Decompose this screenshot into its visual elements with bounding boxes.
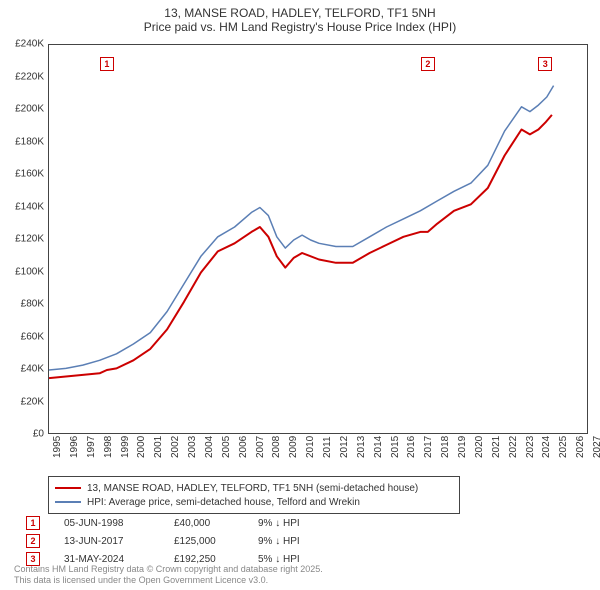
- chart-title: 13, MANSE ROAD, HADLEY, TELFORD, TF1 5NH…: [0, 0, 600, 36]
- x-tick-label: 2016: [406, 418, 417, 458]
- y-tick-label: £240K: [0, 39, 44, 50]
- x-tick-label: 2002: [170, 418, 181, 458]
- note-delta: 9% ↓ HPI: [258, 518, 338, 529]
- x-tick-label: 1995: [52, 418, 63, 458]
- x-tick-label: 2025: [558, 418, 569, 458]
- series-line-hpi: [49, 86, 554, 370]
- note-price: £192,250: [174, 554, 234, 565]
- x-tick-label: 1996: [69, 418, 80, 458]
- note-row-1: 1 05-JUN-1998 £40,000 9% ↓ HPI: [26, 514, 338, 532]
- x-tick-label: 2000: [136, 418, 147, 458]
- y-tick-label: £60K: [0, 331, 44, 342]
- note-price: £125,000: [174, 536, 234, 547]
- legend-swatch-property: [55, 487, 81, 489]
- series-line-property: [49, 115, 552, 378]
- note-date: 31-MAY-2024: [64, 554, 150, 565]
- note-marker-1: 1: [26, 516, 40, 530]
- x-tick-label: 2011: [322, 418, 333, 458]
- legend: 13, MANSE ROAD, HADLEY, TELFORD, TF1 5NH…: [48, 476, 460, 514]
- legend-swatch-hpi: [55, 501, 81, 503]
- note-date: 13-JUN-2017: [64, 536, 150, 547]
- note-delta: 5% ↓ HPI: [258, 554, 338, 565]
- y-tick-label: £100K: [0, 266, 44, 277]
- x-tick-label: 1998: [103, 418, 114, 458]
- title-line-1: 13, MANSE ROAD, HADLEY, TELFORD, TF1 5NH: [10, 6, 590, 20]
- x-tick-label: 2026: [575, 418, 586, 458]
- y-tick-label: £80K: [0, 299, 44, 310]
- title-line-2: Price paid vs. HM Land Registry's House …: [10, 20, 590, 34]
- x-tick-label: 2006: [238, 418, 249, 458]
- note-date: 05-JUN-1998: [64, 518, 150, 529]
- x-tick-label: 1999: [120, 418, 131, 458]
- legend-label-property: 13, MANSE ROAD, HADLEY, TELFORD, TF1 5NH…: [87, 483, 418, 494]
- x-tick-label: 2009: [288, 418, 299, 458]
- footer-line-1: Contains HM Land Registry data © Crown c…: [14, 564, 323, 575]
- x-tick-label: 2007: [255, 418, 266, 458]
- y-tick-label: £40K: [0, 364, 44, 375]
- x-tick-label: 2005: [221, 418, 232, 458]
- x-tick-label: 2019: [457, 418, 468, 458]
- legend-label-hpi: HPI: Average price, semi-detached house,…: [87, 497, 360, 508]
- y-tick-label: £0: [0, 429, 44, 440]
- attribution-footer: Contains HM Land Registry data © Crown c…: [14, 564, 323, 586]
- x-tick-label: 2008: [271, 418, 282, 458]
- chart-plot-area: 1 2 3: [48, 44, 588, 434]
- x-tick-label: 2003: [187, 418, 198, 458]
- x-tick-label: 2013: [356, 418, 367, 458]
- x-tick-label: 2010: [305, 418, 316, 458]
- x-tick-label: 2012: [339, 418, 350, 458]
- legend-row-hpi: HPI: Average price, semi-detached house,…: [55, 495, 453, 509]
- x-tick-label: 2015: [390, 418, 401, 458]
- chart-marker-2: 2: [421, 57, 435, 71]
- y-tick-label: £180K: [0, 136, 44, 147]
- footer-line-2: This data is licensed under the Open Gov…: [14, 575, 323, 586]
- y-tick-label: £20K: [0, 396, 44, 407]
- x-tick-label: 2018: [440, 418, 451, 458]
- y-tick-label: £160K: [0, 169, 44, 180]
- y-tick-label: £200K: [0, 104, 44, 115]
- x-tick-label: 2022: [508, 418, 519, 458]
- legend-row-property: 13, MANSE ROAD, HADLEY, TELFORD, TF1 5NH…: [55, 481, 453, 495]
- note-price: £40,000: [174, 518, 234, 529]
- y-tick-label: £220K: [0, 71, 44, 82]
- marker-notes-table: 1 05-JUN-1998 £40,000 9% ↓ HPI 2 13-JUN-2017 £…: [26, 514, 338, 568]
- x-tick-label: 2024: [541, 418, 552, 458]
- x-tick-label: 2017: [423, 418, 434, 458]
- x-tick-label: 2014: [373, 418, 384, 458]
- x-tick-label: 2021: [491, 418, 502, 458]
- note-row-2: 2 13-JUN-2017 £125,000 9% ↓ HPI: [26, 532, 338, 550]
- x-tick-label: 1997: [86, 418, 97, 458]
- chart-marker-3: 3: [538, 57, 552, 71]
- chart-svg: [49, 45, 589, 435]
- x-tick-label: 2001: [153, 418, 164, 458]
- note-delta: 9% ↓ HPI: [258, 536, 338, 547]
- y-tick-label: £140K: [0, 201, 44, 212]
- chart-marker-1: 1: [100, 57, 114, 71]
- x-tick-label: 2004: [204, 418, 215, 458]
- note-marker-2: 2: [26, 534, 40, 548]
- x-tick-label: 2023: [525, 418, 536, 458]
- y-tick-label: £120K: [0, 234, 44, 245]
- x-tick-label: 2027: [592, 418, 600, 458]
- x-tick-label: 2020: [474, 418, 485, 458]
